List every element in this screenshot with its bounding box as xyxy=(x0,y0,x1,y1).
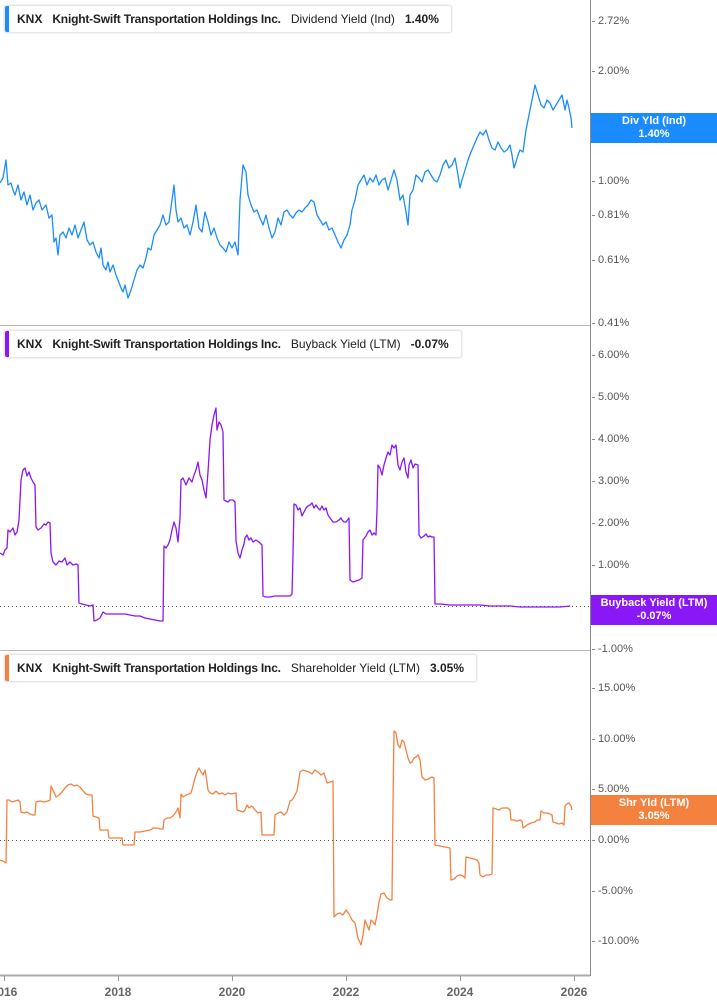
y-tick-label: 0.61% xyxy=(591,254,630,266)
legend-ticker: KNX xyxy=(17,12,43,26)
y-tick-label: 5.00% xyxy=(591,783,630,795)
y-tick-label: 15.00% xyxy=(591,682,636,694)
legend-value: -0.07% xyxy=(410,337,449,351)
x-axis-ticks xyxy=(4,976,575,981)
legend-value: 3.05% xyxy=(429,661,465,675)
x-tick-label: 2020 xyxy=(218,985,246,999)
x-tick-label: 2026 xyxy=(560,985,588,999)
y-tick-label: 3.00% xyxy=(591,475,630,487)
x-tick-label: 2018 xyxy=(104,985,132,999)
dividend-yield-panel: KNX Knight-Swift Transportation Holdings… xyxy=(0,0,717,325)
legend-ticker: KNX xyxy=(17,661,43,675)
shareholder-color-swatch xyxy=(5,655,9,681)
buyback-value-badge: Buyback Yield (LTM) -0.07% xyxy=(591,595,717,625)
legend-company: Knight-Swift Transportation Holdings Inc… xyxy=(52,661,281,675)
dividend-yield-line xyxy=(0,84,573,299)
y-tick-label: -5.00% xyxy=(592,885,633,897)
badge-label: Buyback Yield (LTM) xyxy=(600,597,708,609)
y-tick-label: 1.00% xyxy=(591,559,630,571)
buyback-color-swatch xyxy=(5,331,9,357)
y-tick-label: 2.00% xyxy=(591,517,630,529)
x-tick-label: 2024 xyxy=(446,985,474,999)
legend-value: 1.40% xyxy=(404,12,439,26)
shareholder-legend[interactable]: KNX Knight-Swift Transportation Holdings… xyxy=(4,654,478,682)
y-tick-label: 2.72% xyxy=(591,15,630,27)
buyback-legend[interactable]: KNX Knight-Swift Transportation Holdings… xyxy=(4,330,462,358)
legend-metric: Buyback Yield (LTM) xyxy=(290,337,401,351)
dividend-color-swatch xyxy=(5,6,9,32)
y-tick-label: 0.00% xyxy=(591,834,630,846)
shareholder-yield-line xyxy=(0,730,573,946)
legend-company: Knight-Swift Transportation Holdings Inc… xyxy=(52,337,281,351)
badge-value: -0.07% xyxy=(636,610,672,622)
legend-metric: Dividend Yield (Ind) xyxy=(290,12,395,26)
badge-value: 1.40% xyxy=(638,128,670,140)
legend-ticker: KNX xyxy=(17,337,43,351)
y-tick-label: 10.00% xyxy=(591,733,636,745)
y-tick-label: 0.41% xyxy=(591,317,630,329)
legend-company: Knight-Swift Transportation Holdings Inc… xyxy=(52,12,281,26)
buyback-yield-line xyxy=(0,407,571,622)
y-tick-label: 6.00% xyxy=(591,349,630,361)
x-tick-label: 2022 xyxy=(332,985,360,999)
badge-label: Shr Yld (LTM) xyxy=(618,797,690,809)
dividend-legend[interactable]: KNX Knight-Swift Transportation Holdings… xyxy=(4,5,452,33)
badge-value: 3.05% xyxy=(638,810,670,822)
y-tick-label: 1.00% xyxy=(591,175,630,187)
y-tick-label: 2.00% xyxy=(591,65,630,77)
buyback-yield-panel: KNX Knight-Swift Transportation Holdings… xyxy=(0,326,717,650)
badge-label: Div Yld (Ind) xyxy=(622,115,686,127)
y-tick-label: -1.00% xyxy=(592,643,633,655)
y-tick-label: 5.00% xyxy=(591,391,630,403)
y-tick-label: 4.00% xyxy=(591,433,630,445)
x-tick-label: 2016 xyxy=(0,985,18,999)
y-tick-label: -10.00% xyxy=(592,935,639,947)
shareholder-yield-panel: KNX Knight-Swift Transportation Holdings… xyxy=(0,651,717,976)
dividend-value-badge: Div Yld (Ind) 1.40% xyxy=(591,113,717,143)
legend-metric: Shareholder Yield (LTM) xyxy=(290,661,420,675)
y-tick-label: 0.81% xyxy=(591,209,630,221)
shareholder-value-badge: Shr Yld (LTM) 3.05% xyxy=(591,795,717,825)
